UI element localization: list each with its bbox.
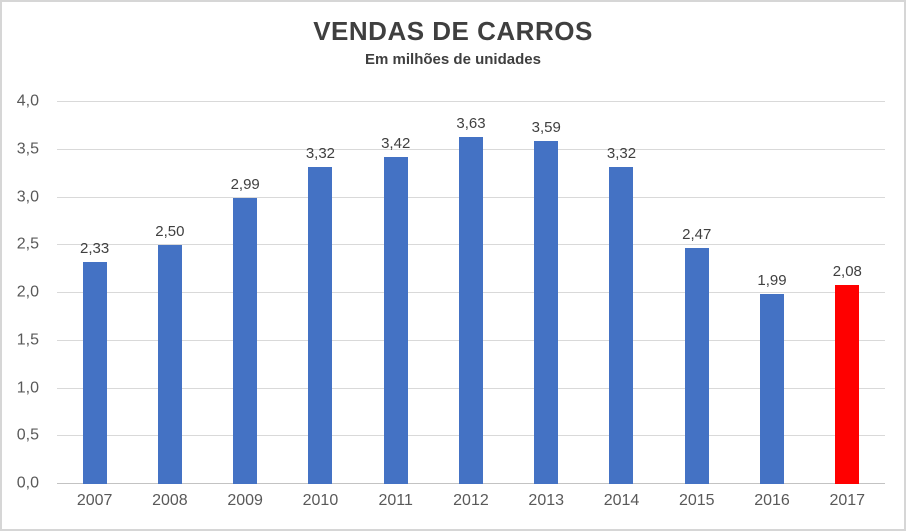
x-tick-label: 2014 <box>603 492 640 509</box>
bar-2017 <box>835 285 860 484</box>
x-tick-label: 2017 <box>829 492 866 509</box>
bar-slot-2012: 3,63 <box>433 102 508 484</box>
x-tick-label: 2008 <box>152 492 188 509</box>
x-tick-label: 2016 <box>754 492 790 509</box>
x-tick-label: 2013 <box>528 492 565 509</box>
chart-subtitle: Em milhões de unidades <box>365 51 541 68</box>
bar-value-label: 3,42 <box>381 135 411 153</box>
y-tick-label: 0,0 <box>16 474 39 492</box>
y-tick-label: 1,0 <box>16 379 39 397</box>
bar-slot-2017: 2,08 <box>810 102 885 484</box>
bar-2015 <box>684 248 709 484</box>
bar-slot-2011: 3,42 <box>358 102 433 484</box>
bar-2009 <box>233 198 258 484</box>
bar-value-label: 2,50 <box>155 223 185 241</box>
bar-value-label: 3,63 <box>456 115 486 133</box>
bar-value-label: 1,99 <box>757 271 787 289</box>
bar-slot-2014: 3,32 <box>584 102 659 484</box>
bar-value-label: 2,47 <box>682 226 712 244</box>
bar-slot-2007: 2,33 <box>57 102 132 484</box>
bar-2007 <box>82 261 107 484</box>
bar-slot-2009: 2,99 <box>208 102 283 484</box>
bar-value-label: 2,08 <box>832 263 862 281</box>
x-tick-label: 2015 <box>678 492 715 509</box>
bar-2014 <box>609 166 634 484</box>
y-tick-label: 4,0 <box>16 92 39 110</box>
bar-value-label: 3,32 <box>606 144 637 162</box>
x-tick-label: 2011 <box>378 492 413 509</box>
bars-row: 2,33 2,50 2,99 3,32 3,42 3,63 3,59 3,32 2,47 1,99… <box>57 102 885 484</box>
y-tick-label: 3,5 <box>16 140 39 158</box>
y-tick-label: 3,0 <box>16 188 39 206</box>
x-tick-label: 2009 <box>227 492 263 509</box>
bar-slot-2008: 2,50 <box>132 102 207 484</box>
bar-2012 <box>458 137 483 484</box>
bar-value-label: 2,99 <box>230 176 260 194</box>
y-tick-label: 1,5 <box>16 331 39 349</box>
y-tick-label: 2,5 <box>16 235 39 253</box>
bar-2013 <box>534 141 559 484</box>
bar-2011 <box>383 157 408 484</box>
gridline <box>57 101 885 102</box>
x-tick-label: 2010 <box>302 492 339 509</box>
bar-slot-2016: 1,99 <box>734 102 809 484</box>
x-tick-label: 2012 <box>453 492 489 509</box>
bar-value-label: 2,33 <box>80 239 110 257</box>
bar-2008 <box>157 245 182 484</box>
chart-title: VENDAS DE CARROS <box>313 16 593 46</box>
bar-slot-2015: 2,47 <box>659 102 734 484</box>
plot-area: 2,33 2,50 2,99 3,32 3,42 3,63 3,59 3,32 2,47 1,99… <box>57 101 885 484</box>
bar-2010 <box>308 166 333 484</box>
x-axis: 2007 2008 2009 2010 2011 2012 2013 2014 2015 2016… <box>57 492 885 510</box>
bar-value-label: 3,32 <box>305 144 336 162</box>
x-tick-label: 2007 <box>76 492 113 509</box>
bar-slot-2010: 3,32 <box>283 102 358 484</box>
y-tick-label: 2,0 <box>16 283 39 301</box>
bar-value-label: 3,59 <box>531 119 561 137</box>
bar-2016 <box>760 293 785 484</box>
y-axis: 4,0 3,5 3,0 2,5 2,0 1,5 1,0 0,5 0,0 <box>2 93 47 492</box>
y-tick-label: 0,5 <box>16 426 39 444</box>
bar-slot-2013: 3,59 <box>509 102 584 484</box>
